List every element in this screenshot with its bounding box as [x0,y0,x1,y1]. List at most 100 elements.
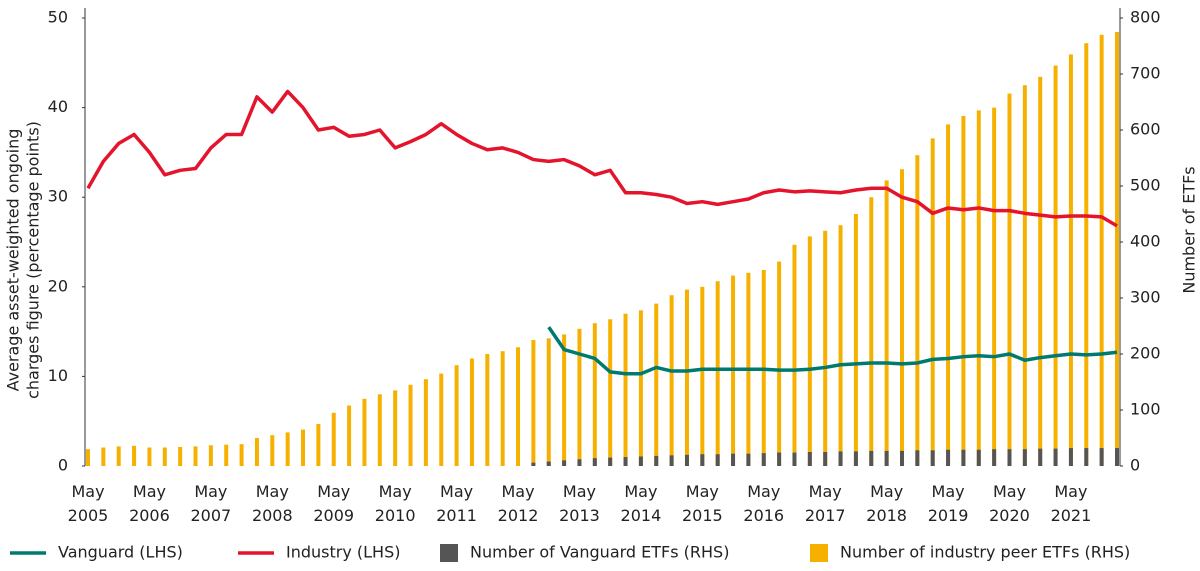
x-tick-label-line: May [809,482,842,501]
x-tick-label-line: May [133,482,166,501]
bar [623,457,628,466]
bar [823,452,828,466]
bar [208,445,213,466]
bar [1099,448,1104,466]
bar [1038,448,1043,466]
x-tick-label-line: May [686,482,719,501]
bar [531,462,536,466]
bar [1022,85,1027,466]
bar [930,138,935,466]
bar [423,379,428,466]
bar [654,455,659,466]
bar [301,429,306,466]
bar [1053,448,1058,466]
x-tick-label: May 2010 [375,482,416,525]
x-tick-label: May 2009 [313,482,354,525]
bar [224,444,229,466]
bar [853,214,858,466]
x-tick-label-line: May [440,482,473,501]
bar [239,444,244,466]
bar [454,365,459,466]
bar [700,454,705,466]
bar [500,351,505,466]
bar [884,180,889,466]
bar [792,452,797,466]
y2-tick-label: 800 [1130,8,1161,27]
bar [592,458,597,466]
bar [393,390,398,466]
bar [485,354,490,466]
legend-swatch [810,544,828,562]
x-tick-label: May 2013 [559,482,600,525]
bar [270,435,275,466]
bar [915,155,920,466]
bar [761,453,766,466]
bar [469,358,474,466]
bar [562,334,567,466]
bar [869,197,874,466]
bar [807,236,812,466]
x-tick-label-line: 2006 [129,506,170,525]
x-tick-label-line: 2008 [252,506,293,525]
bar [347,405,352,466]
bar [684,454,689,466]
x-tick-label: May 2006 [129,482,170,525]
x-tick-label-line: 2005 [68,506,109,525]
x-tick-label: May 2014 [621,482,662,525]
bar [623,313,628,466]
x-tick-label: May 2005 [68,482,109,525]
bar [884,450,889,466]
x-tick-label-line: May [501,482,534,501]
bar [101,447,106,466]
bar [976,110,981,467]
bar [577,328,582,466]
y-axis-label: charges figure (percentage points) [24,121,43,399]
y-tick-label: 40 [48,97,68,116]
bar [1007,93,1012,466]
bar [746,453,751,466]
x-tick-label-line: 2018 [866,506,907,525]
x-tick-label: May 2017 [805,482,846,525]
bar [178,446,183,466]
bar [715,454,720,466]
bar [592,323,597,466]
y-axis-label: Average asset-weighted ongoing [4,129,23,392]
x-tick-label-line: 2015 [682,506,723,525]
bar [408,384,413,466]
y2-tick-label: 300 [1130,288,1161,307]
bar [946,124,951,467]
bar [516,347,521,466]
bar [147,447,152,466]
bar [700,286,705,466]
x-tick-label-line: 2013 [559,506,600,525]
bar [992,107,997,466]
bar [669,455,674,466]
x-tick-label-line: May [870,482,903,501]
x-tick-label-line: May [379,482,412,501]
bar [1115,32,1119,466]
bar [377,394,382,466]
x-tick-label-line: 2011 [436,506,477,525]
legend-label: Vanguard (LHS) [58,543,183,562]
y2-tick-label: 600 [1130,120,1161,139]
y2-tick-label: 700 [1130,64,1161,83]
x-tick-label-line: 2016 [743,506,784,525]
bar [838,451,843,466]
bar [853,451,858,466]
x-tick-label-line: 2014 [621,506,662,525]
x-tick-label-line: 2010 [375,506,416,525]
bar [439,373,444,466]
bar [823,230,828,466]
line [86,89,1118,228]
bar [316,424,321,466]
bar [1022,449,1027,466]
bar [1007,449,1012,466]
bar [654,303,659,466]
bar [1068,448,1073,466]
bar [1068,54,1073,467]
x-tick-label-line: 2021 [1051,506,1092,525]
x-tick-label-line: May [317,482,350,501]
bar [86,449,90,466]
y2-tick-label: 100 [1130,400,1161,419]
